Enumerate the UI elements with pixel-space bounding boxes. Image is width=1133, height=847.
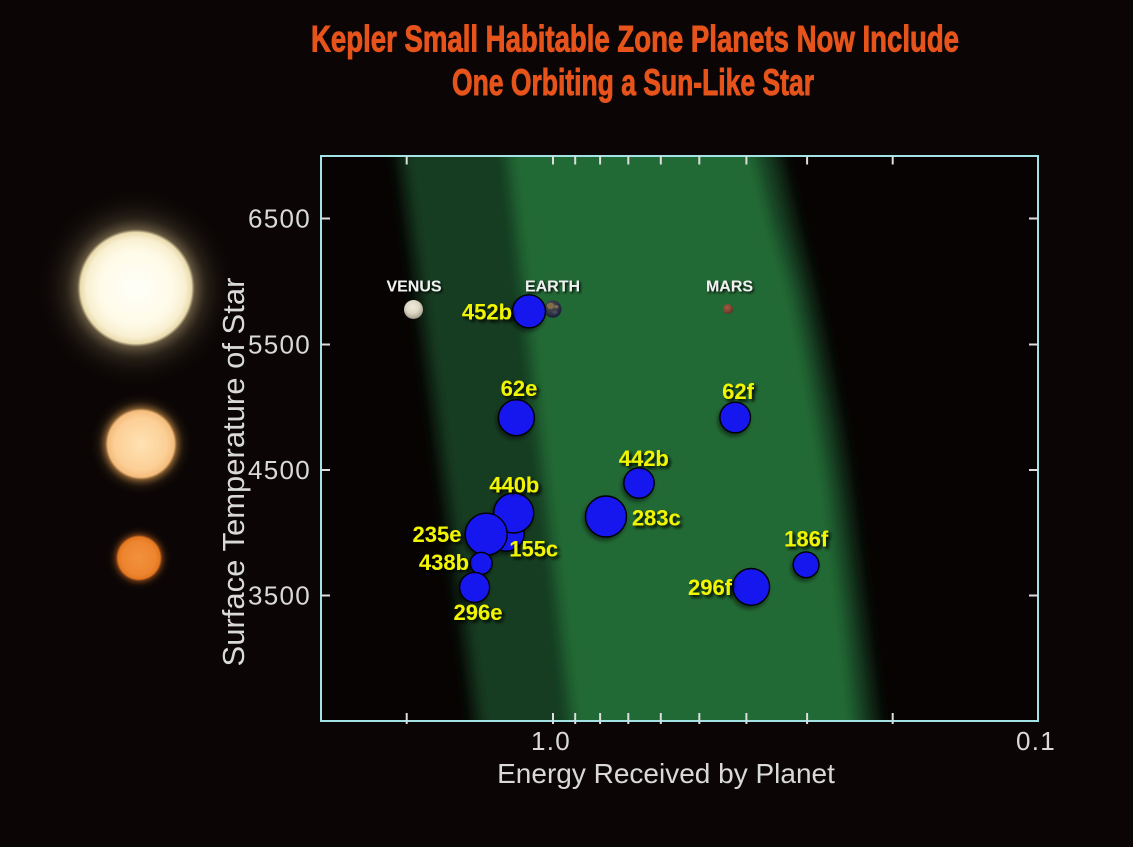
svg-text:1.0: 1.0 [531,726,571,756]
svg-text:6500: 6500 [248,204,311,234]
svg-text:186f: 186f [784,527,829,552]
svg-text:One Orbiting a Sun-Like Star: One Orbiting a Sun-Like Star [452,62,814,103]
svg-text:296f: 296f [688,575,733,600]
svg-text:4500: 4500 [248,455,311,485]
svg-text:155c: 155c [509,537,558,562]
svg-text:452b: 452b [462,300,512,325]
svg-text:442b: 442b [619,446,669,471]
svg-text:EARTH: EARTH [525,279,580,296]
svg-text:283c: 283c [632,506,681,531]
svg-text:Kepler Small Habitable Zone Pl: Kepler Small Habitable Zone Planets Now … [311,19,959,60]
svg-text:440b: 440b [489,473,539,498]
svg-text:62e: 62e [501,376,538,401]
svg-text:0.1: 0.1 [1016,726,1056,756]
svg-text:438b: 438b [419,550,469,575]
svg-text:VENUS: VENUS [386,279,441,296]
svg-text:Energy Received by Planet: Energy Received by Planet [497,758,835,789]
svg-text:62f: 62f [722,379,754,404]
svg-text:5500: 5500 [248,330,311,360]
svg-text:3500: 3500 [248,581,311,611]
svg-text:235e: 235e [413,522,462,547]
svg-text:MARS: MARS [706,279,753,296]
svg-text:296e: 296e [454,600,503,625]
svg-text:Surface Temperature of Star: Surface Temperature of Star [216,278,251,667]
